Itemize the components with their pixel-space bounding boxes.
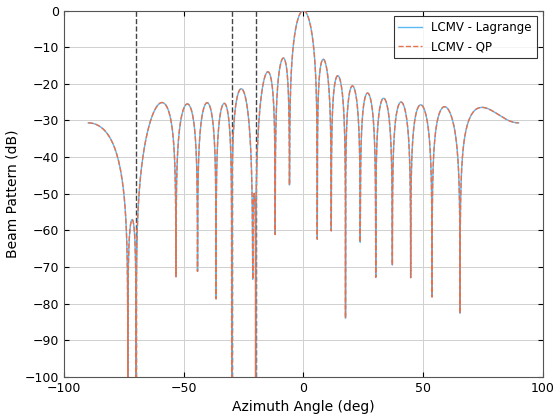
LCMV - QP xyxy=(124,375,131,380)
LCMV - QP xyxy=(300,8,307,13)
LCMV - QP xyxy=(85,121,92,126)
LCMV - QP xyxy=(515,121,522,126)
Legend: LCMV - Lagrange, LCMV - QP: LCMV - Lagrange, LCMV - QP xyxy=(394,16,536,58)
LCMV - QP xyxy=(219,104,226,109)
LCMV - Lagrange xyxy=(137,178,143,183)
LCMV - QP xyxy=(112,147,119,152)
LCMV - QP xyxy=(136,185,143,190)
X-axis label: Azimuth Angle (deg): Azimuth Angle (deg) xyxy=(232,400,375,415)
Line: LCMV - Lagrange: LCMV - Lagrange xyxy=(88,10,519,377)
LCMV - Lagrange xyxy=(515,121,522,126)
LCMV - QP xyxy=(382,98,389,103)
LCMV - Lagrange xyxy=(112,147,119,152)
LCMV - Lagrange xyxy=(417,102,424,108)
LCMV - Lagrange xyxy=(300,8,307,13)
LCMV - Lagrange xyxy=(124,375,131,380)
Line: LCMV - QP: LCMV - QP xyxy=(88,10,519,377)
LCMV - QP xyxy=(137,178,143,183)
LCMV - Lagrange xyxy=(219,104,226,109)
LCMV - QP xyxy=(417,102,424,108)
LCMV - Lagrange xyxy=(136,185,143,190)
LCMV - Lagrange xyxy=(382,98,389,103)
LCMV - Lagrange xyxy=(85,121,92,126)
Y-axis label: Beam Pattern (dB): Beam Pattern (dB) xyxy=(6,129,20,258)
